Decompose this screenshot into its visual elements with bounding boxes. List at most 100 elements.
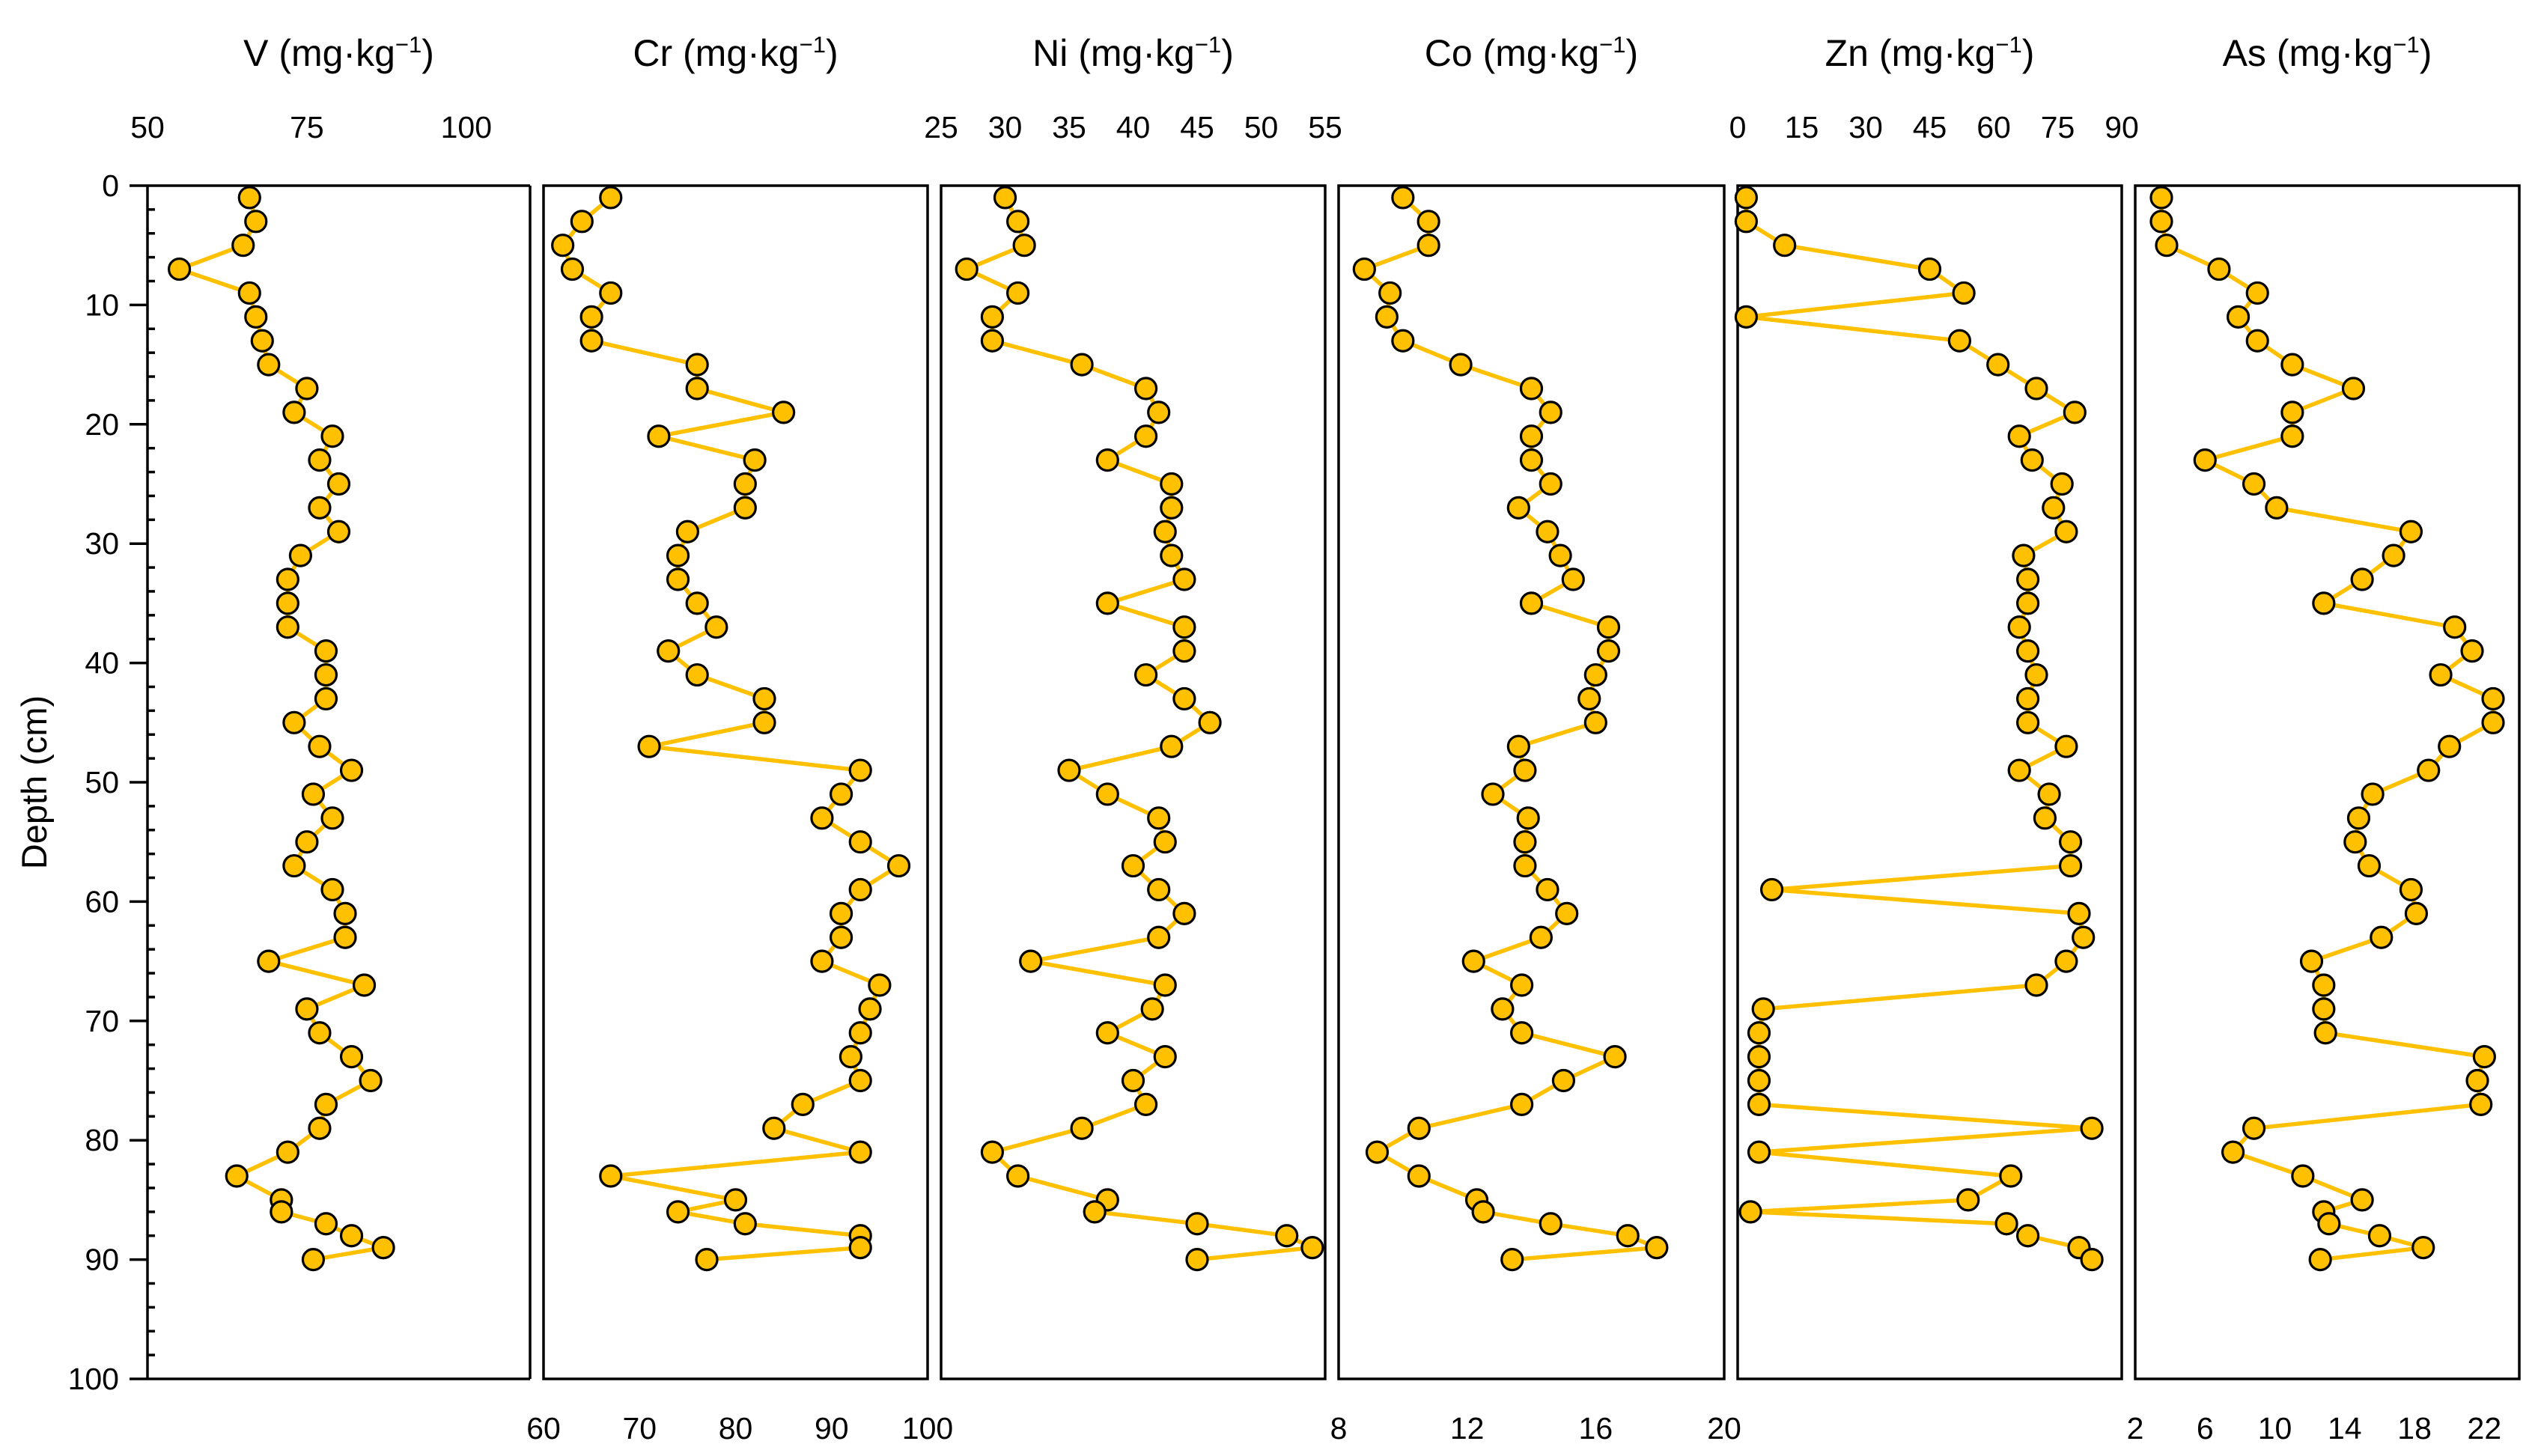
- panel-title: V (mg·kg−1): [243, 31, 434, 74]
- data-point: [250, 329, 274, 353]
- data-point: [2149, 210, 2173, 234]
- data-point: [599, 281, 623, 305]
- data-point: [980, 1140, 1005, 1164]
- data-point: [1513, 830, 1537, 854]
- data-point: [2465, 1068, 2489, 1093]
- data-point: [2016, 710, 2040, 734]
- data-point: [810, 806, 834, 830]
- data-point: [1519, 377, 1544, 400]
- data-point: [2016, 639, 2040, 663]
- panel-title-element: Ni (mg·kg: [1032, 32, 1195, 74]
- data-point: [2313, 1021, 2337, 1045]
- data-point: [1734, 305, 1758, 329]
- panel-title-superscript: −1: [1195, 31, 1221, 58]
- data-point: [1561, 567, 1585, 591]
- data-point: [637, 734, 661, 758]
- data-point: [848, 758, 872, 782]
- panel-title-superscript: −1: [395, 31, 422, 58]
- data-point: [333, 901, 357, 925]
- data-point: [752, 710, 776, 734]
- data-point: [282, 710, 306, 734]
- data-point: [2382, 543, 2405, 567]
- x-bottom-tick-label: 60: [526, 1411, 561, 1446]
- data-point: [1510, 973, 1534, 997]
- data-point: [993, 186, 1017, 210]
- data-point: [257, 353, 281, 377]
- y-tick-label: 10: [85, 287, 119, 322]
- data-point: [1519, 424, 1544, 448]
- x-bottom-tick-label: 12: [1450, 1411, 1485, 1446]
- data-point: [1747, 1140, 1771, 1164]
- series-line: [560, 195, 901, 1262]
- data-point: [1172, 686, 1196, 711]
- data-point: [1994, 1212, 2018, 1236]
- y-axis-label: Depth (cm): [14, 695, 54, 869]
- data-point: [1153, 520, 1177, 543]
- data-point: [1760, 877, 1784, 902]
- data-point: [276, 567, 299, 591]
- data-point: [1070, 1116, 1094, 1140]
- data-point: [1095, 591, 1119, 615]
- data-point: [2308, 1247, 2332, 1272]
- data-point: [1005, 210, 1030, 234]
- data-point: [2343, 830, 2367, 854]
- data-point: [599, 1164, 623, 1188]
- data-point: [244, 210, 268, 234]
- x-top-tick-label: 60: [1976, 110, 2011, 144]
- data-point: [1057, 758, 1081, 782]
- data-point: [308, 448, 332, 472]
- x-bottom-tick-label: 10: [2258, 1411, 2292, 1446]
- panel-title-superscript: −1: [800, 31, 826, 58]
- data-point: [829, 901, 853, 925]
- data-point: [599, 186, 623, 210]
- panel-ni: Ni (mg·kg−1) 25 30 35 40 45 50 55: [924, 31, 1342, 1380]
- data-point: [733, 472, 757, 496]
- data-point: [1747, 1068, 1771, 1093]
- data-point: [1583, 662, 1607, 687]
- data-point: [2016, 686, 2040, 711]
- data-point: [2469, 1092, 2493, 1116]
- data-point: [1147, 806, 1171, 830]
- data-point: [1012, 234, 1036, 258]
- data-point: [2054, 734, 2078, 758]
- data-point: [2404, 901, 2429, 925]
- data-point: [2312, 973, 2336, 997]
- data-point: [1773, 234, 1797, 258]
- data-point: [772, 400, 796, 424]
- data-point: [2357, 853, 2382, 878]
- data-point: [886, 853, 911, 878]
- data-point: [2059, 853, 2083, 878]
- data-point: [1956, 1188, 1980, 1212]
- y-tick-label: 20: [85, 407, 119, 442]
- data-point: [2059, 830, 2083, 854]
- panel-frame: [940, 184, 1327, 1380]
- data-point: [231, 234, 255, 258]
- data-point: [320, 877, 344, 902]
- data-point: [2012, 543, 2036, 567]
- data-point: [2346, 806, 2371, 830]
- data-point: [579, 329, 603, 353]
- data-point: [1738, 1200, 1762, 1224]
- y-tick-label: 80: [85, 1123, 119, 1157]
- data-point: [276, 591, 299, 615]
- data-point: [1172, 615, 1196, 639]
- x-top-tick-label: 100: [441, 110, 492, 144]
- data-point: [295, 830, 319, 854]
- data-point: [1500, 1247, 1524, 1272]
- data-point: [308, 1021, 332, 1045]
- data-point: [282, 853, 306, 878]
- data-point: [1300, 1236, 1324, 1260]
- data-point: [657, 639, 681, 663]
- data-point: [2149, 186, 2173, 210]
- series-line: [1744, 197, 2094, 1261]
- x-top-tick-label: 50: [130, 110, 165, 144]
- data-point: [2411, 1236, 2435, 1260]
- data-point: [1160, 734, 1184, 758]
- data-point: [1471, 1200, 1495, 1224]
- x-bottom-tick-label: 18: [2397, 1411, 2432, 1446]
- data-point: [1375, 305, 1399, 329]
- data-point: [2367, 1224, 2392, 1248]
- data-point: [848, 877, 872, 902]
- data-point: [2443, 615, 2467, 639]
- data-point: [2080, 1116, 2104, 1140]
